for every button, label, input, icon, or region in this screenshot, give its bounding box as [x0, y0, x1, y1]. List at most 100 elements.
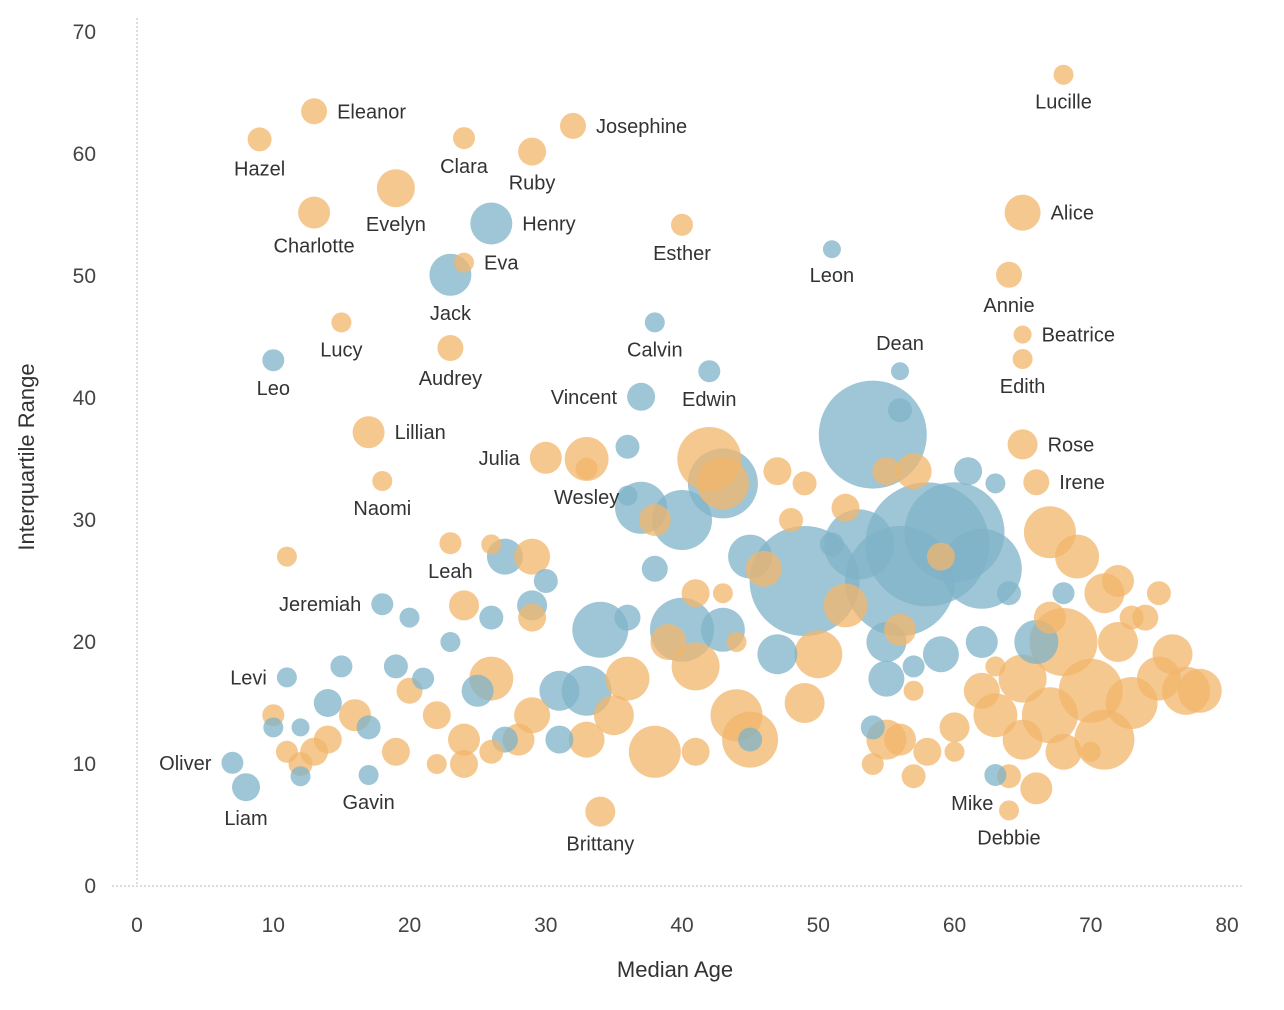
bubble	[861, 753, 884, 775]
tick-label-layer: 0 10 20 30 40 50 60 70 80 0 10 20 30 40 50 60 70	[73, 21, 1239, 937]
bubble	[399, 607, 420, 628]
bubble-vincent	[627, 382, 656, 411]
y-tick-label: 20	[73, 631, 96, 654]
label-debbie: Debbie	[977, 827, 1040, 849]
bubble	[572, 601, 629, 658]
bubble-leo	[262, 349, 285, 372]
label-mike: Mike	[951, 793, 993, 815]
bubble	[884, 613, 916, 646]
y-tick-label: 50	[73, 265, 96, 288]
label-jack: Jack	[430, 303, 472, 325]
bubble-esther	[671, 213, 693, 236]
bubble-ruby	[518, 137, 547, 166]
y-axis-title: Interquartile Range	[14, 363, 39, 550]
bubble-calvin	[644, 312, 665, 333]
bubble-leah	[439, 532, 462, 555]
bubble	[1033, 601, 1066, 634]
label-eva: Eva	[484, 253, 519, 275]
bubble-brittany	[585, 796, 616, 827]
bubble	[448, 723, 480, 756]
x-tick-label: 60	[943, 914, 966, 937]
bubble	[412, 667, 435, 690]
bubble	[681, 737, 710, 766]
bubble-dean	[891, 362, 909, 381]
bubble-edwin	[698, 360, 721, 383]
y-tick-label: 10	[73, 753, 96, 776]
bubble-lucy	[331, 312, 352, 333]
bubble	[1146, 581, 1171, 606]
bubble-wesley	[575, 457, 598, 480]
label-leon: Leon	[810, 265, 855, 287]
bubble-beatrice	[1013, 325, 1032, 344]
bubble-eva	[454, 252, 474, 273]
bubble-debbie	[999, 800, 1019, 821]
bubble	[963, 672, 1000, 709]
bubble	[479, 605, 504, 630]
bubble	[533, 569, 558, 593]
bubble	[614, 604, 641, 631]
bubble	[985, 473, 1006, 494]
bubble	[263, 717, 284, 738]
bubble	[381, 737, 410, 766]
bubble	[638, 504, 671, 536]
bubble	[939, 712, 970, 743]
bubble-julia	[529, 441, 562, 474]
bubble	[617, 485, 638, 506]
bubble	[895, 453, 932, 490]
bubble	[954, 457, 983, 486]
bubble	[901, 764, 926, 789]
x-tick-label: 30	[534, 914, 557, 937]
bubble-naomi	[372, 471, 393, 491]
bubble	[903, 680, 924, 701]
bubble	[422, 701, 451, 730]
bubble-eleanor	[301, 98, 328, 125]
bubble	[440, 632, 461, 652]
label-audrey: Audrey	[419, 368, 482, 390]
bubble	[356, 715, 381, 740]
bubble	[779, 508, 803, 532]
bubble	[726, 632, 747, 652]
bubble-edith	[1012, 349, 1033, 369]
label-esther: Esther	[653, 243, 711, 265]
bubble	[926, 542, 955, 571]
bubble	[650, 624, 687, 660]
bubble	[518, 603, 547, 632]
x-axis-title: Median Age	[617, 957, 733, 982]
label-julia: Julia	[479, 448, 521, 470]
bubble	[738, 727, 763, 752]
bubble-henry	[470, 202, 513, 245]
bubble	[1098, 622, 1138, 662]
y-tick-label: 30	[73, 509, 96, 532]
label-calvin: Calvin	[627, 339, 683, 361]
label-leo: Leo	[257, 378, 290, 400]
label-irene: Irene	[1059, 472, 1105, 494]
bubble	[615, 434, 640, 459]
bubble-charlotte	[298, 196, 331, 229]
label-brittany: Brittany	[566, 834, 634, 856]
bubble	[985, 656, 1006, 677]
label-clara: Clara	[440, 156, 489, 178]
x-tick-label: 40	[670, 914, 693, 937]
bubble	[671, 642, 720, 691]
label-naomi: Naomi	[353, 498, 411, 520]
bubble	[1052, 582, 1075, 605]
bubble-leon	[822, 240, 841, 259]
bubble-rose	[1007, 429, 1038, 460]
bubble-alice	[1004, 194, 1041, 231]
bubble	[652, 490, 712, 550]
bubble	[696, 457, 749, 510]
bubble	[276, 546, 297, 567]
bubble-lucille	[1053, 64, 1074, 85]
x-tick-label: 50	[807, 914, 830, 937]
label-vincent: Vincent	[551, 387, 618, 409]
bubble	[872, 457, 901, 486]
bubble	[888, 398, 912, 423]
bubble-josephine	[560, 112, 586, 139]
bubble	[823, 583, 868, 628]
axis-lines	[112, 18, 1242, 887]
label-annie: Annie	[983, 295, 1034, 317]
bubble	[819, 532, 844, 557]
bubble	[514, 697, 551, 734]
bubble	[860, 715, 885, 740]
